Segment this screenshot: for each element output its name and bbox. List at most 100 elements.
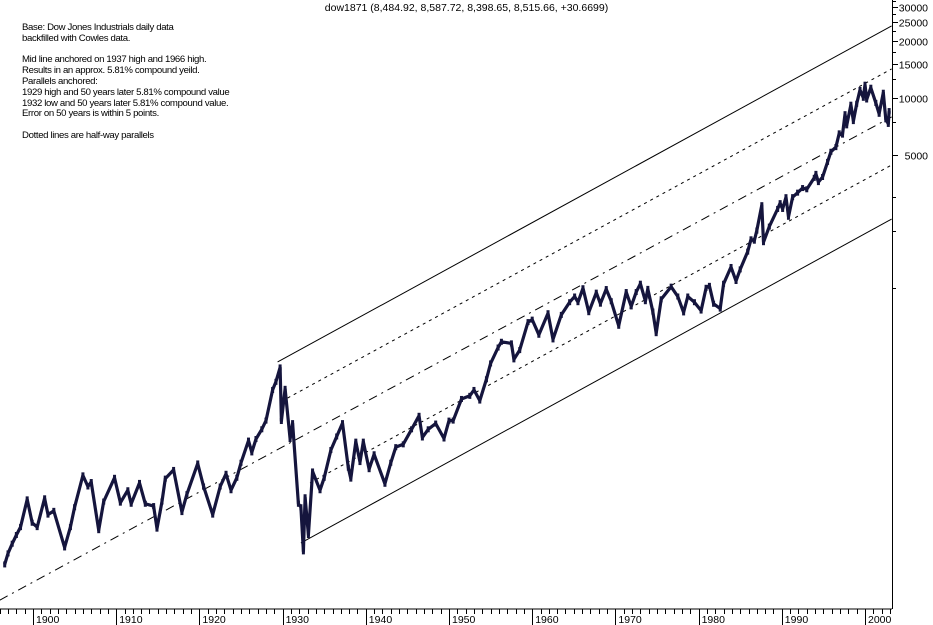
x-tick-label: 1920 [202, 614, 226, 625]
data-point [296, 500, 300, 507]
data-point [834, 144, 838, 151]
data-point [755, 227, 759, 234]
data-point [218, 483, 222, 490]
data-point [180, 509, 184, 516]
data-point [761, 239, 765, 246]
data-point [512, 356, 516, 363]
data-point [97, 527, 101, 534]
data-point [434, 420, 438, 427]
data-point [841, 131, 845, 138]
data-point [160, 498, 164, 505]
note-line: backfilled with Cowles data. [22, 32, 131, 44]
data-point [163, 475, 167, 482]
data-point [417, 412, 421, 419]
note-line: Mid line anchored on 1937 high and 1966 … [22, 54, 207, 66]
data-point [704, 284, 708, 291]
data-point [863, 81, 867, 88]
data-point [638, 280, 642, 287]
data-point [264, 417, 268, 424]
data-point [25, 496, 29, 503]
data-point [322, 474, 326, 481]
data-point [609, 298, 613, 305]
note-line: Results in an approx. 5.81% compound yei… [22, 65, 200, 77]
data-point [260, 426, 264, 433]
data-point [791, 194, 795, 201]
data-point [52, 507, 56, 514]
data-point [812, 174, 816, 181]
data-point [394, 444, 398, 451]
data-point [43, 495, 47, 502]
data-point [137, 479, 141, 486]
data-point [3, 561, 7, 568]
data-point [30, 519, 34, 526]
data-point [143, 500, 147, 507]
data-point [624, 289, 628, 296]
data-point [472, 386, 476, 393]
data-point [598, 300, 602, 307]
upper-half-parallel-line [287, 68, 892, 399]
data-point [484, 376, 488, 383]
data-point [722, 280, 726, 287]
data-point [729, 263, 733, 270]
data-point [271, 386, 275, 393]
data-point [526, 319, 530, 326]
data-point [279, 418, 283, 425]
data-point [46, 511, 50, 518]
data-point [447, 417, 451, 424]
data-point [250, 449, 254, 456]
data-point [877, 110, 881, 117]
data-point [361, 438, 365, 445]
data-point [568, 299, 572, 306]
data-point [81, 472, 85, 479]
data-point [718, 305, 722, 312]
data-point [211, 511, 215, 518]
data-point [776, 205, 780, 212]
data-point [318, 487, 322, 494]
data-point [329, 447, 333, 454]
data-point [843, 111, 847, 118]
data-point [767, 223, 771, 230]
data-point [19, 524, 23, 531]
data-point [821, 173, 825, 180]
data-point [530, 316, 534, 323]
data-point [518, 347, 522, 354]
data-point [851, 118, 855, 125]
data-point [468, 392, 472, 399]
data-point [676, 293, 680, 300]
series-line-djia [3, 83, 891, 565]
data-point [102, 498, 106, 505]
data-point [796, 189, 800, 196]
data-point [489, 360, 493, 367]
x-tick-label: 2000 [868, 614, 892, 625]
data-point [341, 420, 345, 427]
data-point [887, 108, 891, 115]
data-point [617, 322, 621, 329]
data-point [869, 84, 873, 91]
data-point [861, 94, 865, 101]
data-point [712, 300, 716, 307]
data-point [196, 460, 200, 467]
data-point [865, 96, 869, 103]
y-axis: 30000 25000 20000 15000 10000 5000 [892, 0, 928, 609]
data-point [239, 459, 243, 466]
data-point [634, 289, 638, 296]
data-point [172, 466, 176, 473]
data-point [845, 122, 849, 129]
data-point [113, 474, 117, 481]
data-point [274, 378, 278, 385]
data-point [738, 266, 742, 273]
data-point [686, 293, 690, 300]
data-point [576, 299, 580, 306]
data-point [73, 504, 77, 511]
x-tick-label: 1910 [119, 614, 143, 625]
data-point [826, 158, 830, 165]
data-point [581, 285, 585, 292]
data-point [299, 504, 303, 511]
data-point [814, 170, 818, 177]
mid-line-line [0, 116, 892, 601]
data-point [801, 185, 805, 192]
y-tick-label: 10000 [899, 94, 928, 106]
y-tick-label: 25000 [899, 18, 928, 30]
data-point [604, 286, 608, 293]
